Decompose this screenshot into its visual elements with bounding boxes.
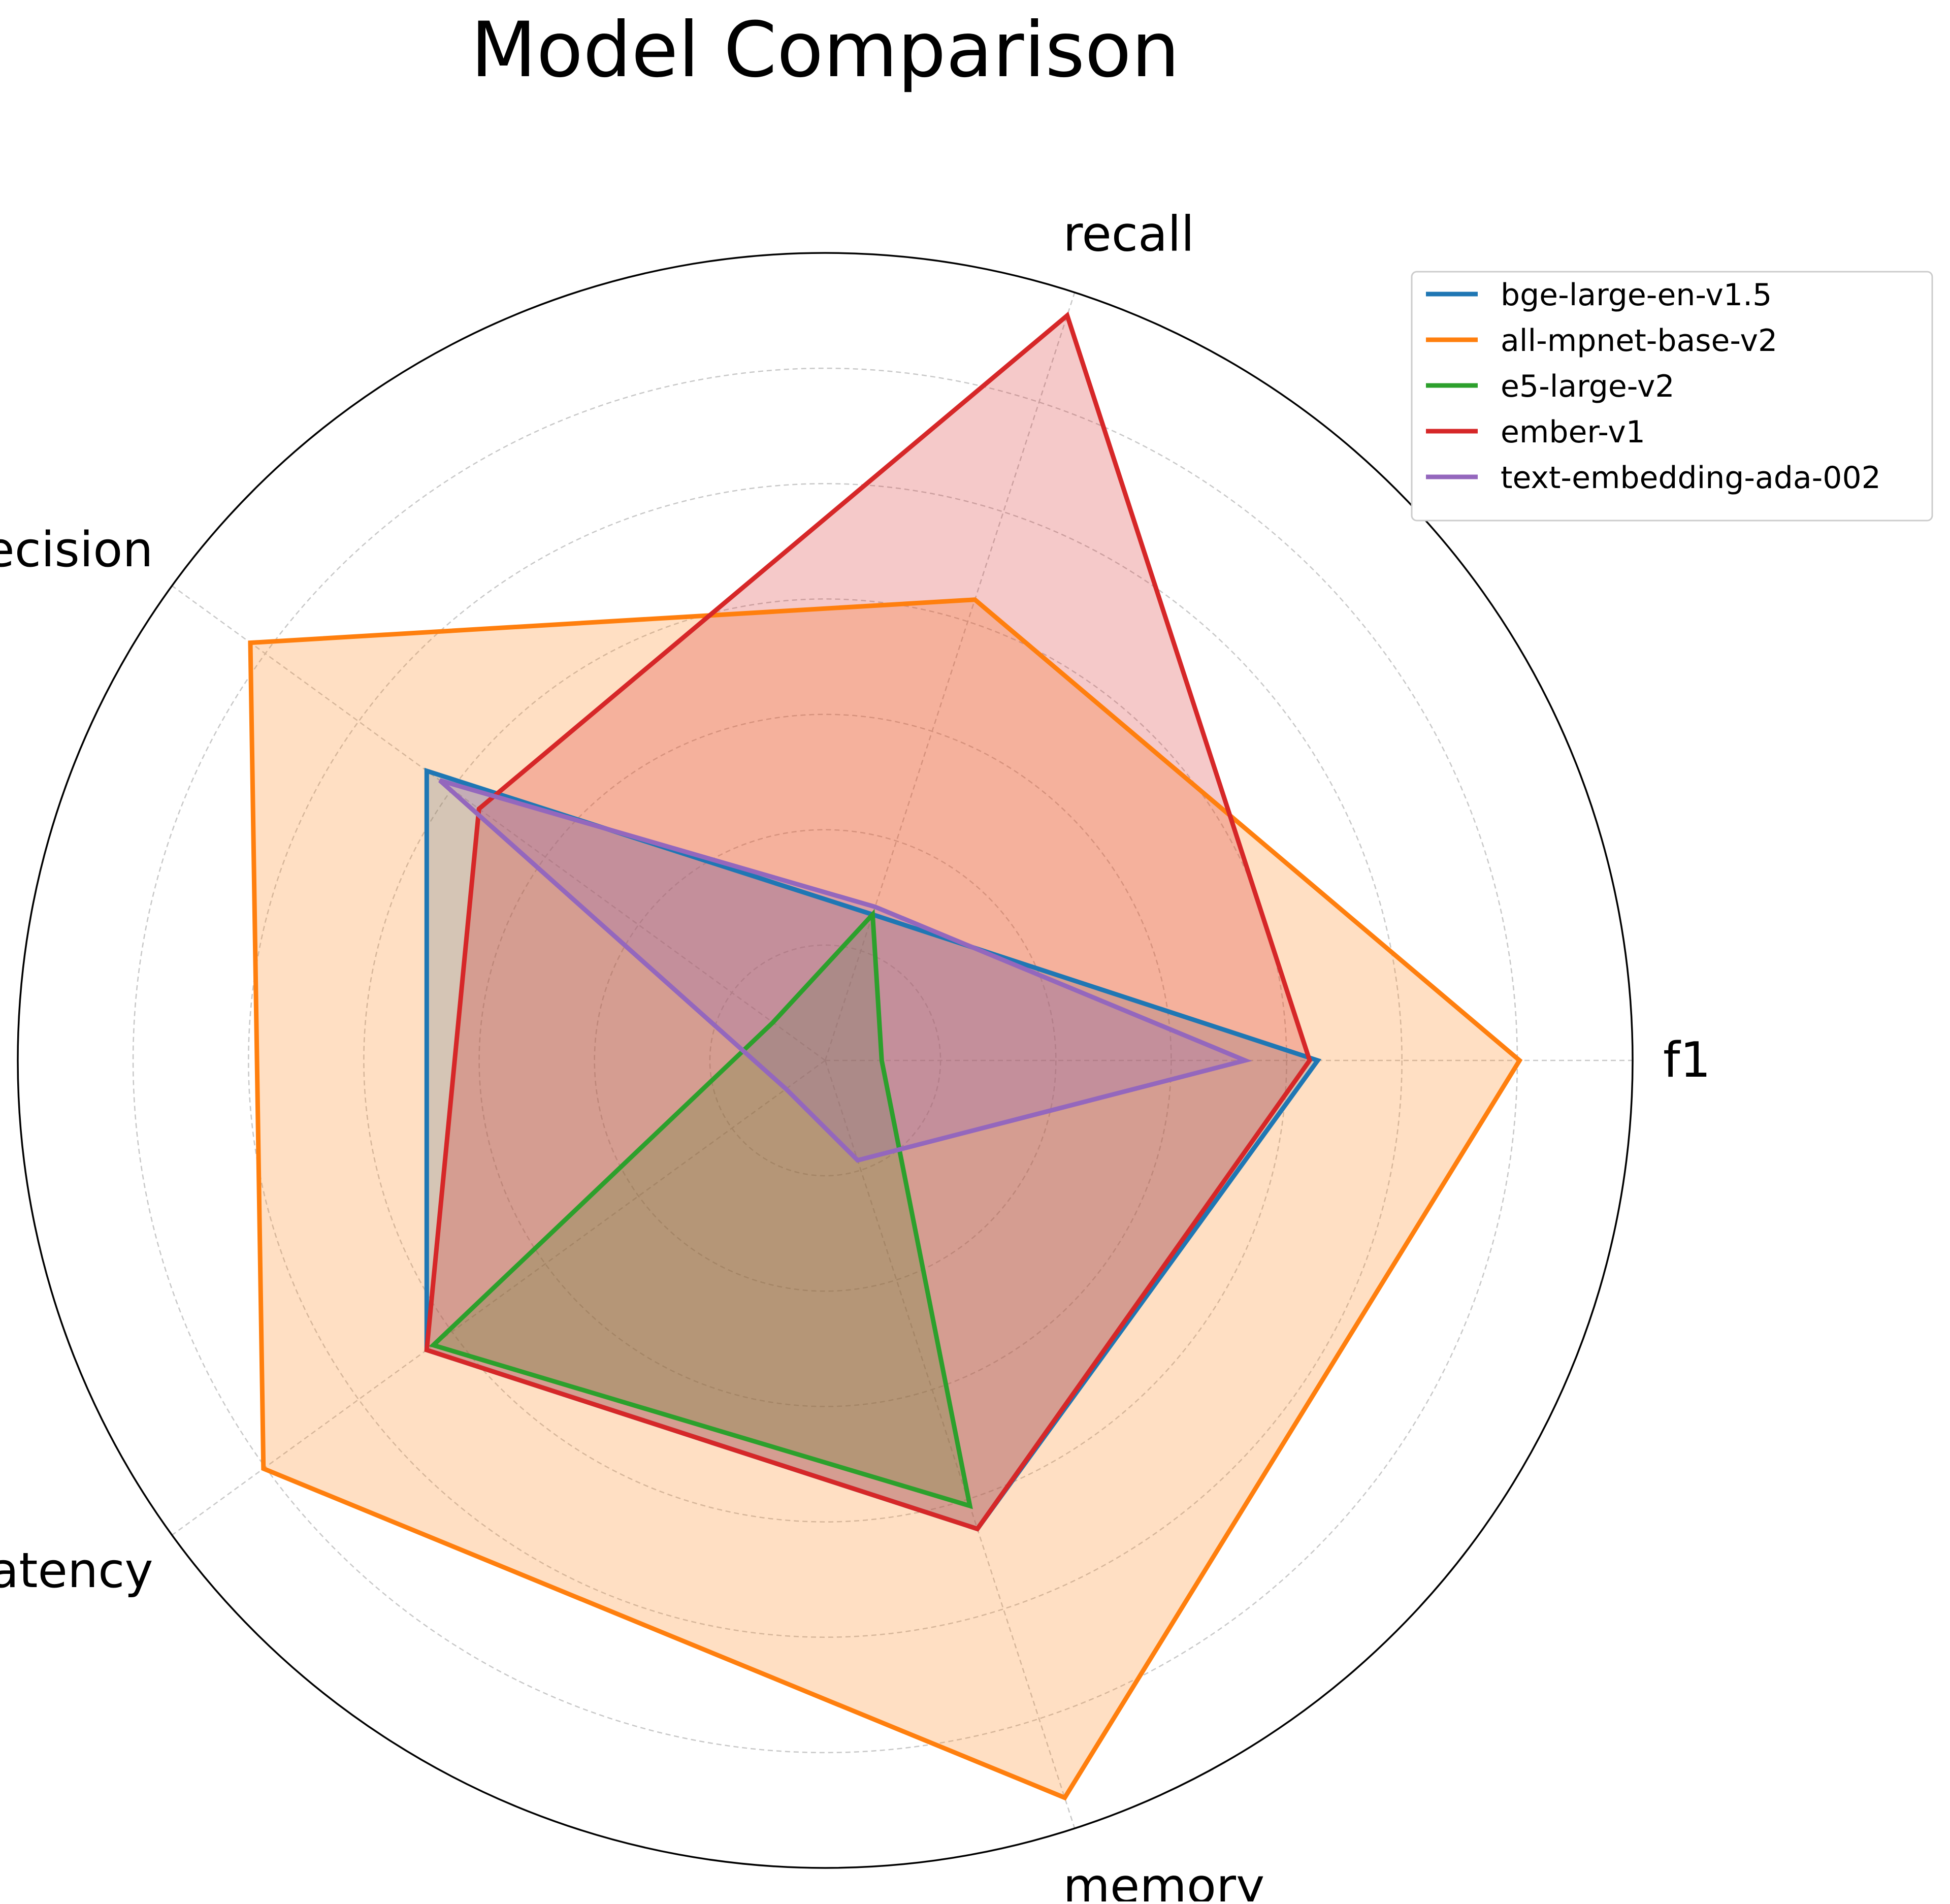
grid-ring [594, 829, 1057, 1292]
legend-label: all-mpnet-base-v2 [1501, 323, 1777, 359]
axis-label: f1 [1663, 1032, 1711, 1088]
series-line [424, 311, 1312, 1532]
series-fill [427, 770, 1318, 1529]
series-fill [250, 599, 1520, 1798]
axis-label: memory [1063, 1858, 1264, 1901]
legend: bge-large-en-v1.5 all-mpnet-base-v2 e5-lar… [1411, 271, 1933, 522]
legend-label: bge-large-en-v1.5 [1501, 277, 1772, 313]
axis-spoke [171, 585, 826, 1061]
axis-label: precision [0, 522, 153, 578]
legend-label: e5-large-v2 [1501, 369, 1675, 404]
axis-label: recall [1063, 207, 1194, 263]
series-fill [433, 914, 970, 1506]
series-line [438, 778, 1252, 1163]
outer-ring [17, 252, 1634, 1869]
axis-label: latency [0, 1543, 153, 1599]
grid-ring [248, 483, 1403, 1638]
axis-labels: f1 recall precision latency memory [0, 207, 1711, 1904]
series-fill [440, 780, 1245, 1160]
axis-spoke [171, 1059, 826, 1536]
series-line [429, 909, 973, 1509]
legend-box [1411, 271, 1933, 522]
series-line [248, 597, 1523, 1801]
chart-title: Model Comparison [471, 6, 1180, 94]
series-polygons [248, 311, 1523, 1801]
legend-label: ember-v1 [1501, 414, 1645, 450]
legend-label: text-embedding-ada-002 [1501, 460, 1881, 496]
